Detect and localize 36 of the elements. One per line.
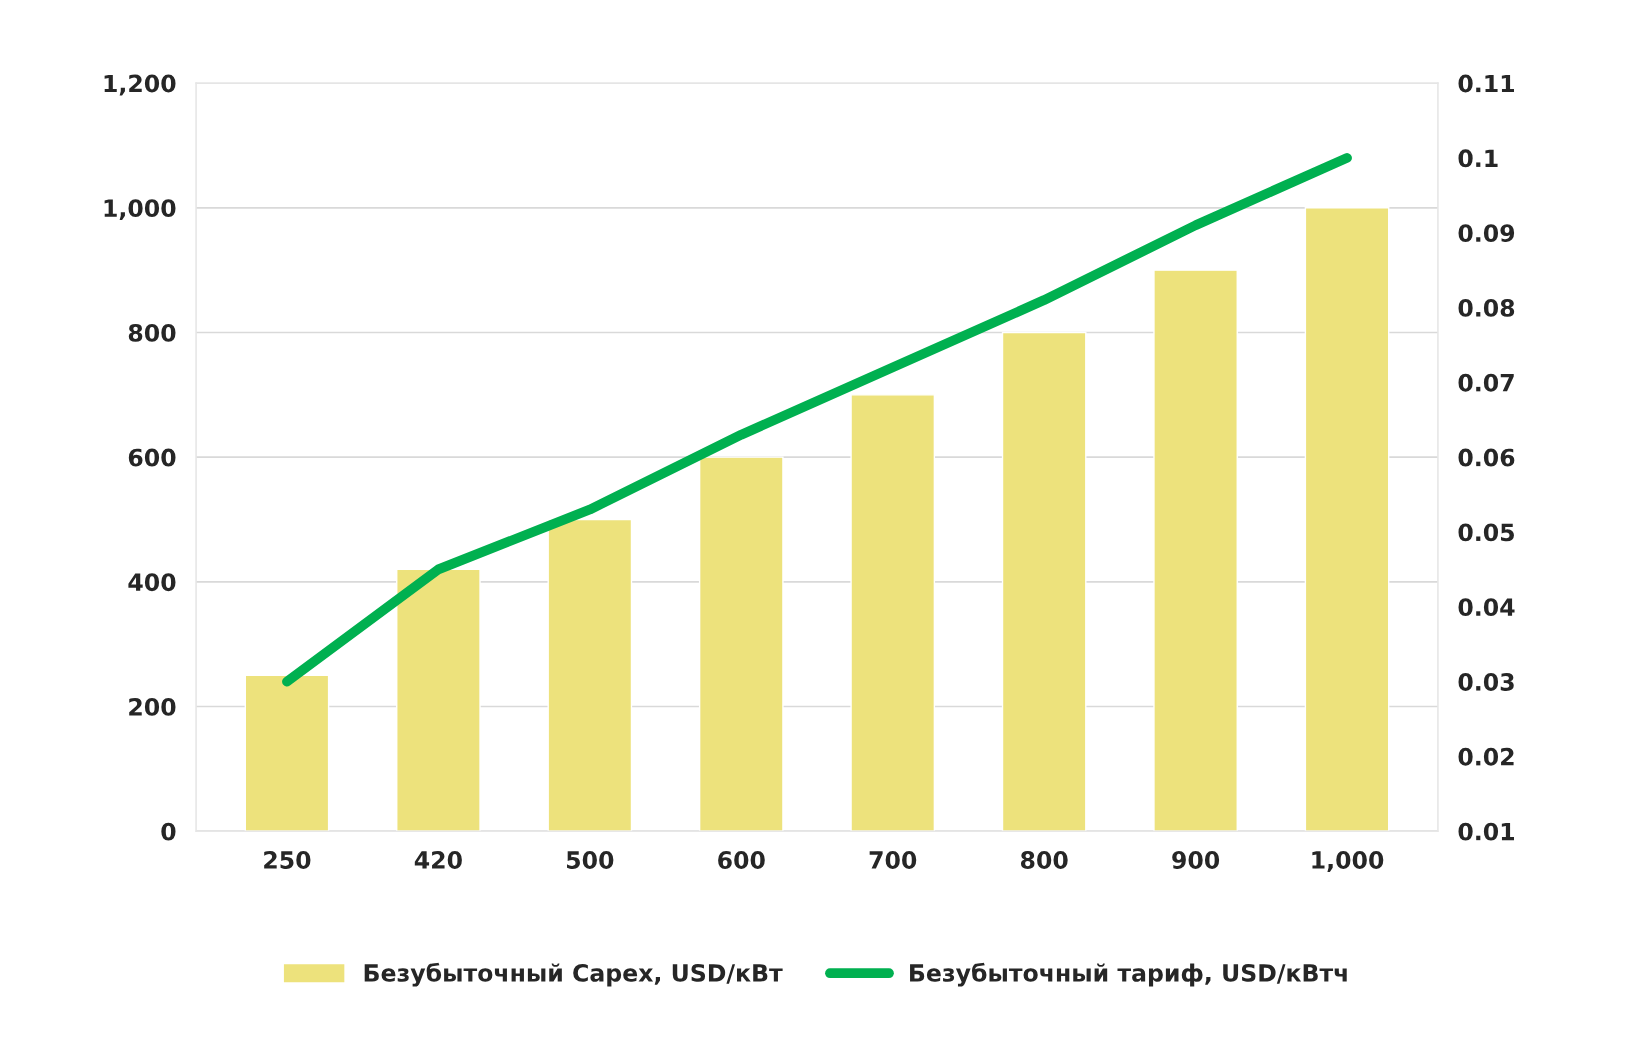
y2-tick-label: 0.09 <box>1458 224 1515 243</box>
bar <box>547 518 633 832</box>
y-tick-label: 1,200 <box>104 74 176 96</box>
bar <box>396 568 481 832</box>
y2-tick-label: 0.01 <box>1458 822 1514 841</box>
y-tick-label: 0 <box>161 822 176 841</box>
bar <box>1153 269 1238 832</box>
x-tick-label: 800 <box>1020 851 1068 869</box>
y2-tick-label: 0.07 <box>1458 373 1514 392</box>
bar <box>1304 207 1390 832</box>
y2-tick-label: 0.11 <box>1458 74 1514 93</box>
y-tick-label: 400 <box>128 573 176 592</box>
legend-label: Безубыточный Capex, USD/кВт <box>364 962 783 987</box>
y2-tick-label: 0.04 <box>1458 598 1515 617</box>
bar <box>850 394 936 832</box>
bar <box>698 456 784 832</box>
bar <box>1001 331 1087 832</box>
y2-tick-label: 0.03 <box>1458 673 1514 691</box>
x-tick-label: 900 <box>1172 851 1220 869</box>
y-tick-label: 1,000 <box>104 199 176 221</box>
y-tick-label: 600 <box>128 448 176 467</box>
y2-tick-label: 0.02 <box>1458 747 1514 766</box>
legend-label: Безубыточный тариф, USD/кВтч <box>910 962 1347 987</box>
x-tick-label: 500 <box>567 851 614 869</box>
y2-tick-label: 0.08 <box>1458 298 1515 317</box>
y2-tick-label: 0.05 <box>1458 523 1514 542</box>
y-tick-label: 800 <box>128 323 176 342</box>
x-tick-label: 420 <box>414 851 462 869</box>
bar <box>244 674 330 832</box>
y2-tick-label: 0.06 <box>1458 448 1515 467</box>
x-tick-label: 600 <box>718 851 765 869</box>
x-tick-label: 250 <box>264 851 311 869</box>
y2-tick-label: 0.1 <box>1458 149 1498 168</box>
y-tick-label: 200 <box>129 697 176 716</box>
x-tick-label: 1,000 <box>1312 851 1384 872</box>
x-tick-label: 700 <box>869 851 917 869</box>
